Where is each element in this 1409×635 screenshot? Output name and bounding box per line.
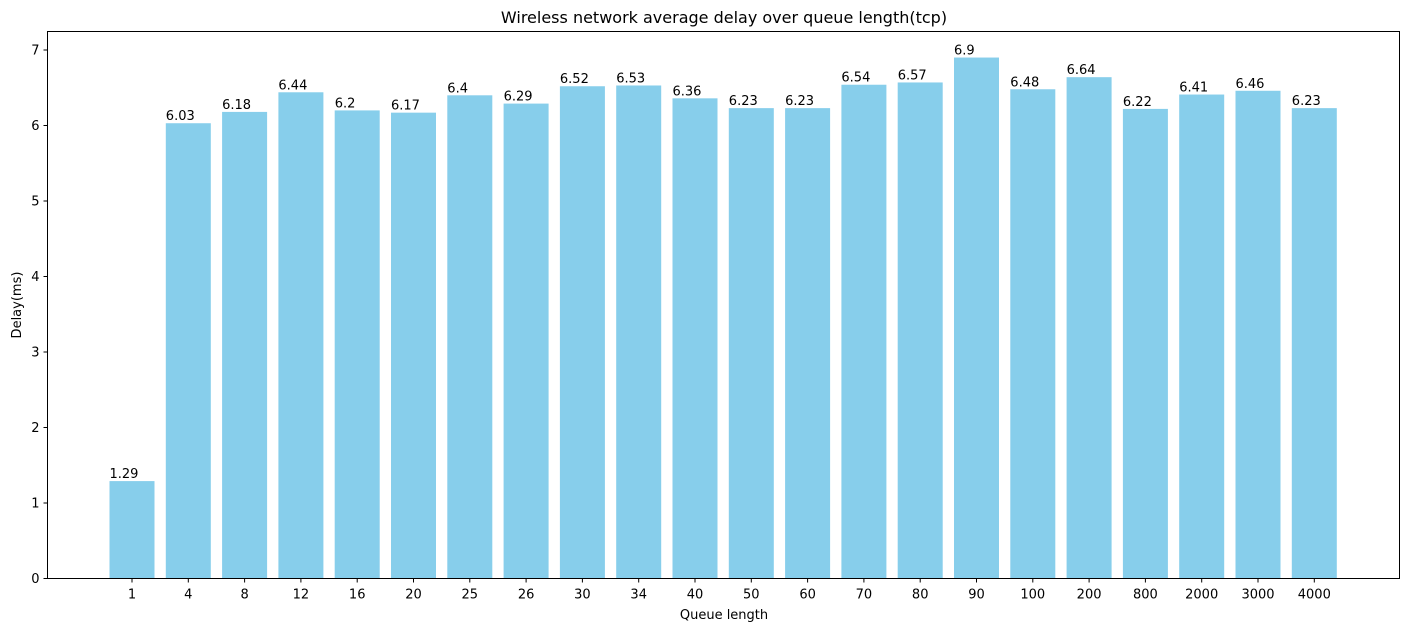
data-label-26: 6.29 [504, 90, 533, 105]
x-tick-label: 30 [574, 588, 591, 603]
x-tick-label: 8 [240, 588, 248, 603]
bar-80 [897, 82, 943, 579]
y-tick-label: 4 [31, 270, 39, 285]
data-label-34: 6.53 [616, 71, 645, 86]
data-label-25: 6.4 [447, 81, 468, 96]
x-tick-label: 4 [184, 588, 192, 603]
y-tick-label: 3 [31, 345, 39, 360]
x-tick-label: 25 [462, 588, 479, 603]
bar-16 [334, 110, 380, 579]
plot-frame [47, 31, 1400, 579]
x-tick-label: 800 [1133, 588, 1158, 603]
y-ticks-layer: 0 1 2 3 4 5 6 7 [31, 43, 48, 587]
data-label-50: 6.23 [729, 94, 758, 109]
bar-60 [785, 108, 831, 579]
bar-50 [728, 108, 774, 579]
data-label-40: 6.36 [673, 84, 702, 99]
data-label-16: 6.2 [335, 96, 356, 111]
x-tick-label: 200 [1077, 588, 1102, 603]
x-tick-label: 100 [1020, 588, 1045, 603]
x-tick-label: 12 [293, 588, 310, 603]
x-tick-label: 70 [856, 588, 873, 603]
bar-1 [109, 481, 155, 579]
x-ticks-layer: 1 4 8 12 16 20 25 26 30 34 40 50 60 70 80 90 100 200 800 20… [128, 578, 1331, 603]
data-label-60: 6.23 [785, 94, 814, 109]
data-label-12: 6.44 [278, 78, 307, 93]
bar-30 [559, 86, 605, 579]
bar-800 [1122, 108, 1168, 579]
x-tick-label: 20 [405, 588, 422, 603]
bar-70 [841, 84, 887, 579]
x-tick-label: 3000 [1241, 588, 1274, 603]
bar-20 [391, 112, 436, 579]
bars-layer [109, 57, 1337, 579]
bar-12 [278, 92, 324, 579]
bar-100 [1010, 89, 1056, 579]
chart-title: Wireless network average delay over queu… [501, 8, 947, 27]
data-label-4000: 6.23 [1292, 94, 1321, 109]
data-label-90: 6.9 [954, 44, 975, 59]
bar-4000 [1291, 108, 1337, 579]
bar-8 [222, 111, 268, 579]
x-tick-label: 60 [799, 588, 816, 603]
x-tick-label: 4000 [1298, 588, 1331, 603]
data-label-1: 1.29 [110, 467, 139, 482]
bar-200 [1066, 77, 1112, 579]
y-tick-label: 6 [31, 119, 39, 134]
bar-26 [503, 103, 549, 579]
bar-25 [447, 95, 493, 579]
data-label-70: 6.54 [841, 71, 870, 86]
x-axis-label: Queue length [680, 608, 768, 623]
y-tick-label: 0 [31, 572, 39, 587]
data-label-200: 6.64 [1067, 63, 1096, 78]
bar-34 [616, 85, 662, 579]
data-label-80: 6.57 [898, 68, 927, 83]
data-label-8: 6.18 [222, 98, 251, 113]
data-label-2000: 6.41 [1179, 81, 1208, 96]
x-tick-label: 26 [518, 588, 535, 603]
y-tick-label: 2 [31, 421, 39, 436]
x-tick-label: 90 [968, 588, 985, 603]
bar-4 [165, 123, 211, 579]
y-tick-label: 7 [31, 43, 39, 58]
x-tick-label: 34 [630, 588, 647, 603]
x-tick-label: 16 [349, 588, 366, 603]
x-tick-label: 1 [128, 588, 136, 603]
y-axis-label: Delay(ms) [10, 272, 25, 339]
y-tick-label: 5 [31, 194, 39, 209]
data-label-4: 6.03 [166, 109, 195, 124]
y-tick-label: 1 [31, 496, 39, 511]
data-label-20: 6.17 [391, 99, 420, 114]
data-label-100: 6.48 [1010, 75, 1039, 90]
bar-2000 [1179, 94, 1225, 579]
x-tick-label: 50 [743, 588, 760, 603]
x-tick-label: 40 [687, 588, 704, 603]
bar-90 [954, 57, 999, 579]
data-labels-layer: 1.29 6.03 6.18 6.44 6.2 6.17 6.4 6.29 6.52 6.53 6.… [110, 44, 1321, 483]
x-tick-label: 80 [912, 588, 929, 603]
x-tick-label: 2000 [1185, 588, 1218, 603]
data-label-30: 6.52 [560, 72, 589, 87]
data-label-3000: 6.46 [1236, 77, 1265, 92]
bar-40 [672, 98, 718, 579]
data-label-800: 6.22 [1123, 95, 1152, 110]
bar-3000 [1235, 90, 1281, 579]
